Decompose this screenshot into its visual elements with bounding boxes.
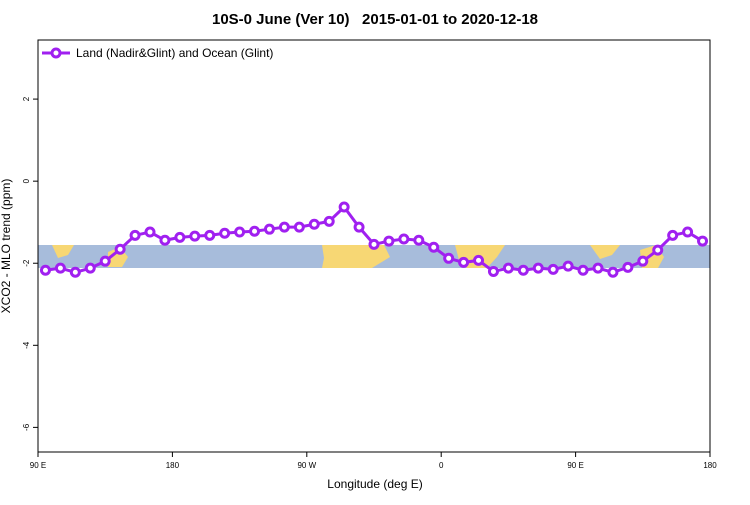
data-point xyxy=(592,262,604,274)
data-point xyxy=(547,263,559,275)
data-point xyxy=(234,226,246,238)
data-point xyxy=(159,234,171,246)
data-point xyxy=(204,229,216,241)
data-point xyxy=(383,235,395,247)
data-point xyxy=(682,226,694,238)
x-tick-label: 90 E xyxy=(567,461,583,470)
data-point xyxy=(338,201,350,213)
data-point xyxy=(174,231,186,243)
data-point xyxy=(99,255,111,267)
data-point xyxy=(458,256,470,268)
data-point xyxy=(532,262,544,274)
data-point xyxy=(144,226,156,238)
data-point xyxy=(39,264,51,276)
data-point xyxy=(353,221,365,233)
data-point xyxy=(637,255,649,267)
data-point xyxy=(652,244,664,256)
map-band xyxy=(38,245,710,268)
data-point xyxy=(487,265,499,277)
x-tick-label: 180 xyxy=(703,461,717,470)
x-tick-label: 180 xyxy=(166,461,180,470)
data-point xyxy=(219,227,231,239)
data-point xyxy=(278,221,290,233)
data-point xyxy=(114,243,126,255)
data-point xyxy=(607,266,619,278)
data-point xyxy=(323,215,335,227)
data-point xyxy=(517,264,529,276)
data-point xyxy=(249,225,261,237)
data-point xyxy=(368,238,380,250)
legend-marker xyxy=(50,47,62,59)
data-point xyxy=(502,262,514,274)
data-point xyxy=(84,262,96,274)
data-point xyxy=(189,230,201,242)
data-point xyxy=(293,221,305,233)
data-point xyxy=(54,262,66,274)
x-axis-label: Longitude (deg E) xyxy=(327,477,422,491)
y-tick-label: 0 xyxy=(22,178,31,183)
data-point xyxy=(413,234,425,246)
data-point xyxy=(622,261,634,273)
x-tick-label: 90 W xyxy=(297,461,316,470)
data-point xyxy=(697,235,709,247)
data-point xyxy=(562,260,574,272)
x-tick-label: 0 xyxy=(439,461,444,470)
data-point xyxy=(428,241,440,253)
legend-label: Land (Nadir&Glint) and Ocean (Glint) xyxy=(76,46,273,60)
chart-title: 10S-0 June (Ver 10) 2015-01-01 to 2020-1… xyxy=(212,11,538,28)
y-axis-label: XCO2 - MLO trend (ppm) xyxy=(0,179,13,314)
plot-frame xyxy=(37,39,711,453)
y-tick-label: -4 xyxy=(22,341,31,349)
legend: Land (Nadir&Glint) and Ocean (Glint) xyxy=(42,46,273,60)
y-tick-label: 2 xyxy=(22,96,31,101)
data-point xyxy=(473,254,485,266)
data-point xyxy=(129,229,141,241)
data-point xyxy=(263,223,275,235)
x-tick-label: 90 E xyxy=(30,461,46,470)
data-point xyxy=(308,218,320,230)
y-tick-label: -6 xyxy=(22,423,31,431)
data-point xyxy=(577,264,589,276)
data-point xyxy=(443,252,455,264)
data-point xyxy=(398,233,410,245)
data-point xyxy=(69,266,81,278)
data-point xyxy=(667,229,679,241)
y-tick-label: -2 xyxy=(22,259,31,267)
